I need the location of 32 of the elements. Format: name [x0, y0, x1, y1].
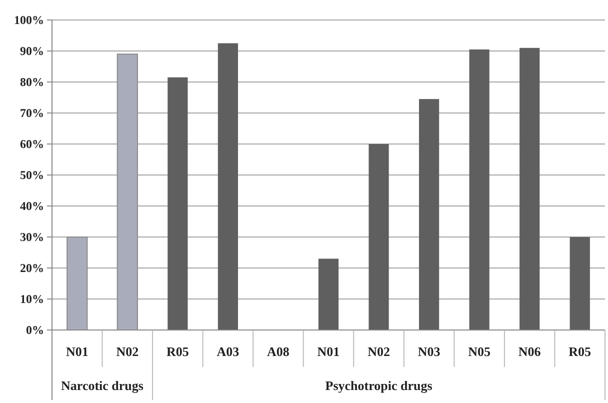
bar — [570, 237, 590, 330]
y-tick-label: 60% — [20, 137, 44, 152]
y-tick-label: 90% — [20, 44, 44, 58]
x-tick-label: N06 — [518, 344, 542, 359]
y-tick-label: 50% — [20, 168, 44, 182]
bar — [469, 49, 490, 330]
y-tick-label: 70% — [20, 106, 44, 120]
y-tick-label: 10% — [20, 292, 44, 306]
x-tick-label: N05 — [468, 344, 492, 359]
y-tick-label: 30% — [20, 230, 44, 244]
x-tick-label: N01 — [317, 344, 340, 359]
bar — [168, 77, 188, 330]
x-tick-label: A08 — [267, 344, 290, 359]
bar — [418, 99, 440, 330]
text: Narcotic drugs — [61, 378, 144, 393]
x-tick-label: N02 — [368, 344, 390, 359]
y-tick-label: 0% — [26, 323, 44, 338]
y-tick-label: 100% — [14, 13, 44, 28]
x-tick-label: N02 — [116, 344, 139, 359]
x-tick-label: N03 — [418, 344, 441, 359]
x-tick-label: R05 — [166, 344, 190, 359]
x-tick-label: N01 — [66, 344, 88, 359]
y-tick-label: 20% — [20, 261, 44, 276]
bar — [368, 144, 389, 330]
y-tick-label: 40% — [20, 199, 44, 214]
bar — [218, 43, 238, 330]
y-tick-label: 80% — [20, 75, 44, 90]
x-tick-label: R05 — [568, 344, 592, 359]
x-tick-label: A03 — [216, 344, 240, 359]
bar — [318, 258, 339, 330]
bar — [520, 48, 540, 330]
text: Psychotropic drugs — [325, 378, 432, 393]
